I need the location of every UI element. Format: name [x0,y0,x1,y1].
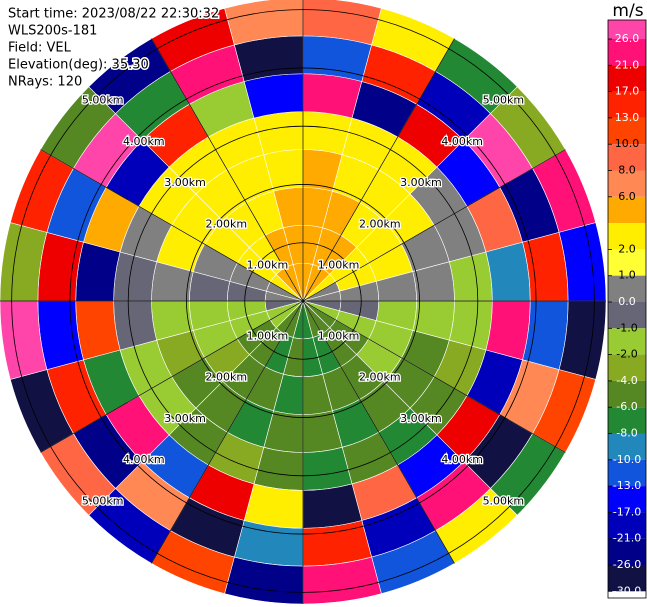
velocity-cell [302,483,363,529]
colorbar-tick-label: -17.0 [613,505,641,518]
range-ring-label: 1.00km [318,330,360,343]
range-ring-label: 2.00km [205,371,247,384]
range-ring-label: 4.00km [441,453,483,466]
colorbar-tick-label: -30.0 [613,584,641,597]
velocity-cell [302,73,363,119]
grid-layer [0,0,606,604]
colorbar-tick-label: -1.0 [616,321,637,334]
colorbar-swatch [608,249,646,276]
azimuth-line [40,300,304,453]
colorbar-tick-label: 26.0 [615,32,640,45]
colorbar-tick-label: -8.0 [616,427,637,440]
colorbar-swatch [608,512,646,539]
colorbar-swatch [608,20,646,39]
colorbar-tick-label: 17.0 [615,85,640,98]
colorbar-swatch [608,354,646,381]
colorbar-swatch [608,538,646,565]
range-ring-label: 3.00km [400,412,442,425]
range-ring-label: 4.00km [123,453,165,466]
colorbar-tick-label: 1.0 [618,269,636,282]
colorbar-tick-label: -10.0 [613,453,641,466]
azimuth-line [151,38,304,302]
range-ring-label: 5.00km [483,494,525,507]
colorbar-swatch [608,328,646,355]
colorbar-swatch [608,117,646,145]
colorbar-tick-label: 21.0 [615,58,640,71]
colorbar-tick-label: 8.0 [618,164,636,177]
colorbar-tick-label: 0.0 [618,295,636,308]
colorbar-title: m/s [612,1,643,21]
range-ring [11,9,595,593]
info-line: WLS200s-181 [8,24,97,39]
velocity-cell [243,73,304,119]
range-ring [244,242,362,360]
colorbar-swatch [608,65,646,92]
colorbar-tick-label: -6.0 [616,400,637,413]
info-line: NRays: 120 [8,75,82,90]
colorbar-swatch [608,433,646,460]
colorbar-swatch [608,380,646,408]
colorbar-swatch [608,91,646,118]
azimuth-line [302,300,566,453]
info-line: Field: VEL [8,41,72,56]
range-ring-label: 3.00km [400,176,442,189]
range-ring [127,125,479,477]
velocity-cell [75,241,121,302]
colorbar-swatch [608,486,646,513]
colorbar-swatch [608,223,646,250]
azimuth-line [302,149,566,302]
colorbar-swatch [608,407,646,434]
velocity-cell [243,483,304,529]
info-line: Elevation(deg): 35.30 [8,58,149,73]
range-ring-label: 2.00km [359,371,401,384]
azimuth-line [151,300,304,564]
colorbar-tick-label: -21.0 [613,532,641,545]
range-ring-label: 1.00km [247,330,289,343]
colorbar-swatch [608,275,646,302]
range-ring-label: 3.00km [164,176,206,189]
range-ring-label: 5.00km [483,94,525,107]
velocity-cell [485,241,531,302]
colorbar-tick-label: 10.0 [615,137,640,150]
range-ring-label: 2.00km [205,217,247,230]
range-ring [69,67,537,535]
colorbar-tick-label: -26.0 [613,558,641,571]
range-ring [186,184,420,418]
colorbar-tick-label: 6.0 [618,190,636,203]
colorbar-swatch [608,170,646,197]
info-line: Start time: 2023/08/22 22:30:32 [8,7,219,22]
azimuth-line [302,300,455,564]
range-ring-label: 1.00km [247,258,289,271]
colorbar-tick-label: 13.0 [615,111,640,124]
range-ring-label: 3.00km [164,412,206,425]
velocity-cell [485,300,531,361]
azimuth-line [40,149,304,302]
colorbar-swatch [608,144,646,171]
range-ring-label: 4.00km [441,135,483,148]
colorbar-tick-label: -2.0 [616,348,637,361]
colorbar-swatch [608,302,646,329]
colorbar-swatch [608,459,646,487]
range-ring-label: 1.00km [318,258,360,271]
range-ring-label: 5.00km [82,94,124,107]
range-ring-label: 4.00km [123,135,165,148]
colorbar-swatch [608,196,646,224]
colorbar-tick-label: 2.0 [618,242,636,255]
range-ring-label: 2.00km [359,217,401,230]
colorbar-frame [607,19,647,599]
colorbar: 26.0 21.0 17.0 13.0 10.0 8.0 6.0 2.0 1.0 0.0 -1.0 -… [607,19,647,599]
label-layer: Start time: 2023/08/22 22:30:32 WLS200s-1… [7,5,526,509]
colorbar-swatch [608,565,646,592]
azimuth-line [302,38,455,302]
velocity-cell [224,0,304,46]
colorbar-tick-label: -13.0 [613,479,641,492]
velocity-cell [75,300,121,361]
colorbar-swatch [608,39,646,66]
range-ring-label: 5.00km [82,494,124,507]
colorbar-tick-label: -4.0 [616,374,637,387]
velocity-cell [0,300,48,380]
